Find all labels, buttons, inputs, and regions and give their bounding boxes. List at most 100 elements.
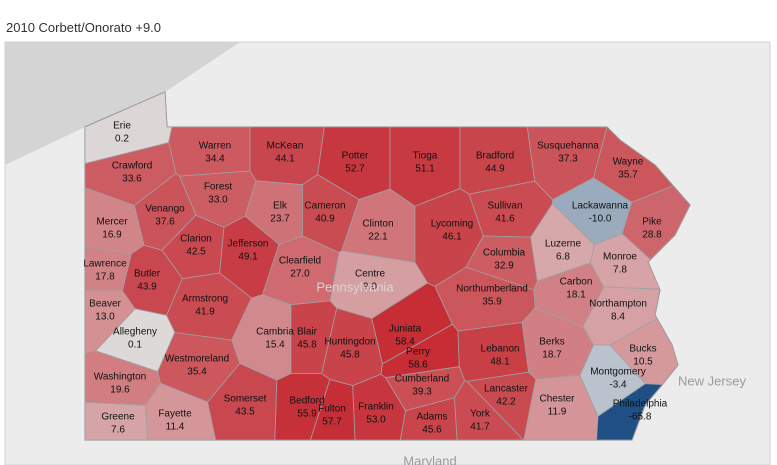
county-value: 18.7 bbox=[542, 350, 562, 361]
county-name: Beaver bbox=[89, 299, 121, 310]
county-name: Somerset bbox=[224, 394, 267, 405]
county-value: 35.9 bbox=[482, 297, 502, 308]
county-value: 55.9 bbox=[297, 409, 317, 420]
county-name: Venango bbox=[145, 204, 185, 215]
county-name: Philadelphia bbox=[613, 399, 668, 410]
lake bbox=[5, 42, 240, 165]
county-value: 35.7 bbox=[618, 170, 638, 181]
county-value: 42.5 bbox=[186, 247, 206, 258]
county-name: Crawford bbox=[112, 161, 153, 172]
map-title: 2010 Corbett/Onorato +9.0 bbox=[6, 20, 162, 35]
county-value: 0.2 bbox=[115, 134, 129, 145]
county-name: Potter bbox=[342, 151, 369, 162]
county-name: Lawrence bbox=[83, 259, 127, 270]
county-name: Wayne bbox=[613, 157, 644, 168]
county bbox=[596, 383, 664, 441]
county-name: Westmoreland bbox=[165, 354, 229, 365]
map-annotation: Pennsylvania bbox=[316, 279, 394, 294]
county-name: York bbox=[470, 409, 491, 420]
county-name: Northumberland bbox=[456, 284, 528, 295]
county-value: 27.0 bbox=[290, 269, 310, 280]
county-name: Montgomery bbox=[590, 367, 646, 378]
county-value: 41.6 bbox=[495, 214, 515, 225]
county-name: Carbon bbox=[560, 277, 593, 288]
county-name: Cumberland bbox=[395, 374, 449, 385]
county-value: 35.4 bbox=[187, 367, 207, 378]
county-name: Sullivan bbox=[487, 201, 522, 212]
county-name: Jefferson bbox=[228, 239, 269, 250]
county-value: 16.9 bbox=[102, 230, 122, 241]
county-value: 15.4 bbox=[265, 340, 285, 351]
county-value: 45.6 bbox=[422, 425, 442, 436]
county-name: Clearfield bbox=[279, 256, 321, 267]
county-name: Greene bbox=[101, 412, 135, 423]
county-value: 18.1 bbox=[566, 290, 586, 301]
county-value: 45.8 bbox=[340, 350, 360, 361]
county-value: 37.6 bbox=[155, 217, 175, 228]
county-value: 22.1 bbox=[368, 232, 388, 243]
county-value: 7.6 bbox=[111, 425, 125, 436]
county-name: Lackawanna bbox=[572, 201, 629, 212]
county-value: 33.6 bbox=[122, 174, 142, 185]
county-name: Washington bbox=[94, 372, 146, 383]
county-name: Bradford bbox=[476, 151, 514, 162]
county-name: Franklin bbox=[358, 402, 394, 413]
county-value: 58.6 bbox=[408, 360, 428, 371]
map-annotation: Maryland bbox=[403, 453, 456, 465]
county-value: 11.9 bbox=[548, 407, 567, 418]
county-name: Forest bbox=[204, 182, 233, 193]
county-name: Northampton bbox=[589, 299, 647, 310]
county-value: 23.7 bbox=[270, 214, 290, 225]
county-name: Pike bbox=[642, 217, 662, 228]
county-name: Berks bbox=[539, 337, 565, 348]
county-name: Columbia bbox=[483, 248, 526, 259]
county-name: Blair bbox=[297, 327, 318, 338]
map-annotation: New Jersey bbox=[678, 373, 746, 388]
labels: Erie 0.2 Warren 34.4 McKean 44.1 Potter 52.7 Tio… bbox=[83, 121, 667, 436]
county-value: 44.9 bbox=[485, 164, 505, 175]
county-value: 49.1 bbox=[238, 252, 258, 263]
county-name: Perry bbox=[406, 347, 430, 358]
county-value: 43.9 bbox=[137, 282, 157, 293]
county-value: 34.4 bbox=[205, 154, 225, 165]
county-name: Cambria bbox=[256, 327, 294, 338]
county-value: 39.3 bbox=[412, 387, 432, 398]
county-value: 28.8 bbox=[642, 230, 662, 241]
county-name: Bucks bbox=[629, 344, 656, 355]
county-name: Allegheny bbox=[113, 327, 157, 338]
county-name: Monroe bbox=[603, 252, 637, 263]
county-value: 44.1 bbox=[275, 154, 295, 165]
county-value: -10.0 bbox=[589, 214, 612, 225]
county-name: Elk bbox=[273, 201, 288, 212]
county-name: Huntingdon bbox=[324, 337, 375, 348]
county-name: Susquehanna bbox=[537, 141, 599, 152]
county-name: Chester bbox=[539, 394, 575, 405]
county-value: -3.4 bbox=[609, 380, 627, 391]
county-name: Butler bbox=[134, 269, 161, 280]
county-name: Erie bbox=[113, 121, 131, 132]
county-name: Lancaster bbox=[484, 384, 529, 395]
county-value: 41.7 bbox=[470, 422, 490, 433]
county-name: Fulton bbox=[318, 404, 346, 415]
county-value: 51.1 bbox=[415, 164, 435, 175]
county-name: Bedford bbox=[289, 396, 324, 407]
county-value: 46.1 bbox=[442, 232, 462, 243]
county-name: Adams bbox=[416, 412, 447, 423]
county-value: 41.9 bbox=[195, 307, 215, 318]
county-value: 48.1 bbox=[490, 357, 510, 368]
county-value: 10.5 bbox=[633, 357, 653, 368]
county-value: 37.3 bbox=[558, 154, 578, 165]
county-value: 17.8 bbox=[95, 272, 115, 283]
county-value: -65.8 bbox=[629, 412, 652, 423]
county-value: 32.9 bbox=[494, 261, 514, 272]
county-name: Mercer bbox=[96, 217, 128, 228]
county-value: 0.1 bbox=[128, 340, 142, 351]
county-value: 57.7 bbox=[322, 417, 342, 428]
county-name: Juniata bbox=[389, 324, 422, 335]
county-value: 9.0 bbox=[363, 282, 377, 293]
county-name: Clarion bbox=[180, 234, 212, 245]
county-name: Lycoming bbox=[431, 219, 473, 230]
county bbox=[454, 380, 525, 441]
